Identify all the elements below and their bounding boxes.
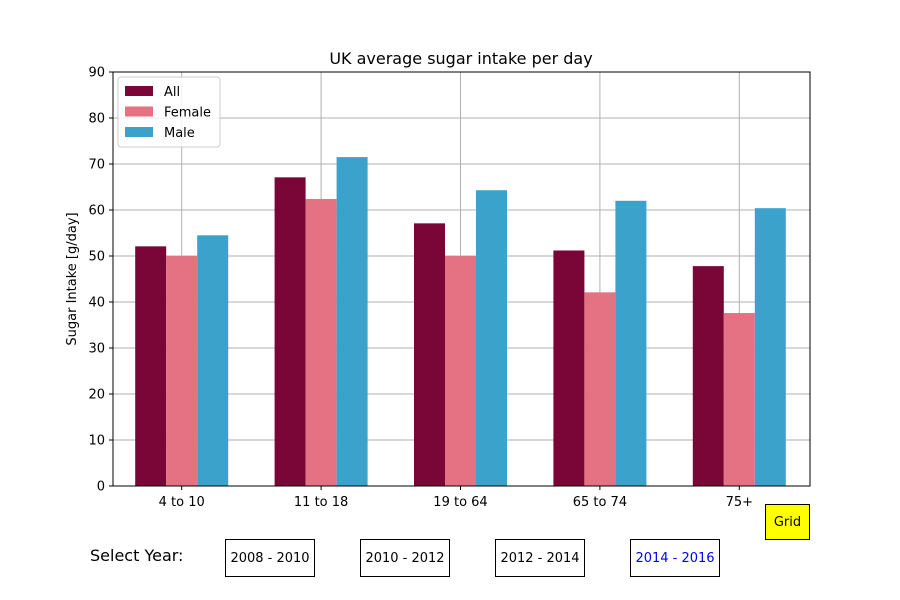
bar-female-5	[723, 313, 755, 486]
x-tick-label: 75+	[726, 495, 753, 510]
bar-female-3	[445, 256, 476, 486]
legend-swatch-male	[125, 127, 153, 137]
y-tick-label: 0	[97, 480, 105, 495]
y-tick-label: 70	[88, 158, 105, 173]
bar-male-2	[336, 157, 368, 486]
y-tick-label: 30	[88, 342, 105, 357]
y-axis-label: Sugar Intake [g/day]	[65, 212, 80, 345]
legend-label-all: All	[164, 85, 180, 100]
y-tick-label: 10	[88, 434, 105, 449]
bar-male-3	[476, 190, 507, 486]
year-button-2008-2010[interactable]: 2008 - 2010	[225, 539, 315, 577]
bar-female-1	[166, 256, 198, 486]
bar-all-3	[414, 223, 445, 486]
x-tick-label: 19 to 64	[433, 495, 487, 510]
select-year-label: Select Year:	[90, 546, 184, 565]
x-tick-label: 65 to 74	[573, 495, 627, 510]
y-tick-label: 60	[88, 204, 105, 219]
bar-male-1	[197, 235, 229, 486]
legend-label-male: Male	[164, 126, 195, 141]
y-tick-label: 20	[88, 388, 105, 403]
bar-male-4	[615, 200, 647, 487]
bar-all-4	[553, 250, 585, 486]
bar-female-2	[305, 198, 337, 486]
year-button-2012-2014[interactable]: 2012 - 2014	[495, 539, 585, 577]
y-tick-label: 90	[88, 66, 105, 81]
bar-female-4	[584, 292, 616, 486]
x-tick-label: 4 to 10	[159, 495, 205, 510]
x-tick-label: 11 to 18	[294, 495, 348, 510]
legend-swatch-all	[125, 86, 153, 96]
grid-toggle-button[interactable]: Grid	[765, 504, 810, 540]
bar-male-5	[754, 208, 786, 486]
y-tick-label: 50	[88, 250, 105, 265]
plot-frame	[112, 71, 811, 487]
y-tick-label: 40	[88, 296, 105, 311]
legend-label-female: Female	[164, 106, 211, 121]
bar-all-5	[692, 266, 724, 486]
legend: All Female Male	[117, 76, 221, 148]
bar-all-1	[135, 246, 167, 486]
legend-swatch-female	[125, 106, 153, 117]
year-button-2014-2016[interactable]: 2014 - 2016	[630, 539, 720, 577]
bar-all-2	[274, 177, 306, 486]
year-button-2010-2012[interactable]: 2010 - 2012	[360, 539, 450, 577]
chart-title: UK average sugar intake per day	[329, 49, 592, 68]
y-tick-label: 80	[88, 112, 105, 127]
